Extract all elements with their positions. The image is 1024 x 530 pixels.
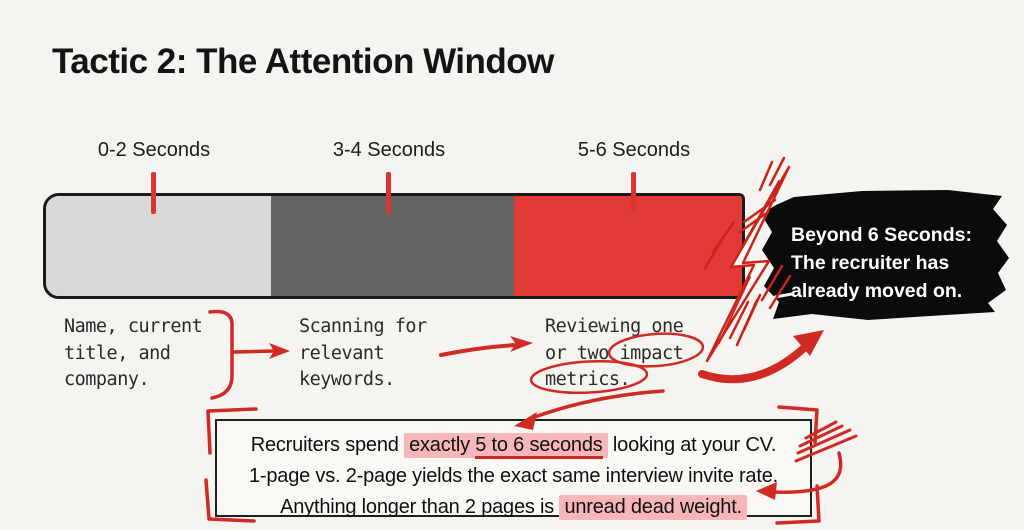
segment-5-6-seconds bbox=[513, 196, 742, 296]
summary-line-1: Recruiters spend exactly 5 to 6 seconds … bbox=[217, 430, 810, 461]
arrow-to-callout bbox=[698, 344, 808, 384]
note-0-2-seconds: Name, current title, and company. bbox=[64, 316, 203, 390]
arrow-note1-to-note2 bbox=[232, 349, 276, 354]
summary-l3-pre: Anything longer than 2 pages is bbox=[280, 496, 560, 518]
attention-timeline-bar bbox=[43, 193, 745, 299]
arrow-note2-to-note3 bbox=[439, 343, 518, 357]
arrow-to-summary-box bbox=[530, 389, 665, 420]
callout-line-3: already moved on. bbox=[791, 280, 963, 302]
arrowhead-note3 bbox=[510, 336, 533, 352]
arrowhead-callout bbox=[793, 330, 824, 356]
segment-3-4-seconds bbox=[271, 196, 514, 296]
time-label-3-4: 3-4 Seconds bbox=[332, 139, 446, 161]
time-label-5-6: 5-6 Seconds bbox=[577, 139, 691, 161]
summary-box: Recruiters spend exactly 5 to 6 seconds … bbox=[215, 419, 812, 520]
summary-l1-hl-b: 5 to 6 seconds bbox=[475, 434, 603, 459]
tick-mark-0-2 bbox=[151, 172, 156, 214]
highlight-5-to-6-seconds: exactly 5 to 6 seconds bbox=[404, 433, 608, 459]
note-5-6-seconds: Reviewing one or two impact metrics. bbox=[545, 316, 684, 390]
highlight-unread-dead-weight: unread dead weight. bbox=[559, 495, 747, 520]
segment-0-2-seconds bbox=[46, 196, 272, 296]
time-label-0-2: 0-2 Seconds bbox=[97, 139, 211, 161]
page-title: Tactic 2: The Attention Window bbox=[52, 42, 554, 81]
tick-mark-5-6 bbox=[631, 172, 636, 214]
summary-l1-pre: Recruiters spend bbox=[250, 434, 405, 456]
summary-line-3: Anything longer than 2 pages is unread d… bbox=[217, 492, 810, 523]
callout-text: Beyond 6 Seconds: The recruiter has alre… bbox=[791, 221, 1011, 305]
tick-mark-3-4 bbox=[386, 172, 391, 214]
bracket-note-1 bbox=[208, 309, 234, 400]
summary-line-2: 1-page vs. 2-page yields the exact same … bbox=[249, 465, 778, 487]
callout-line-1: Beyond 6 Seconds: bbox=[791, 224, 972, 246]
arrowhead-note2 bbox=[269, 343, 290, 359]
note-3-4-seconds: Scanning for relevant keywords. bbox=[299, 316, 427, 390]
callout-line-2: The recruiter has bbox=[791, 252, 950, 274]
summary-l1-hl-a: exactly bbox=[409, 434, 476, 456]
callout-white-dash bbox=[773, 292, 794, 299]
summary-l1-post: looking at your CV. bbox=[607, 434, 777, 456]
